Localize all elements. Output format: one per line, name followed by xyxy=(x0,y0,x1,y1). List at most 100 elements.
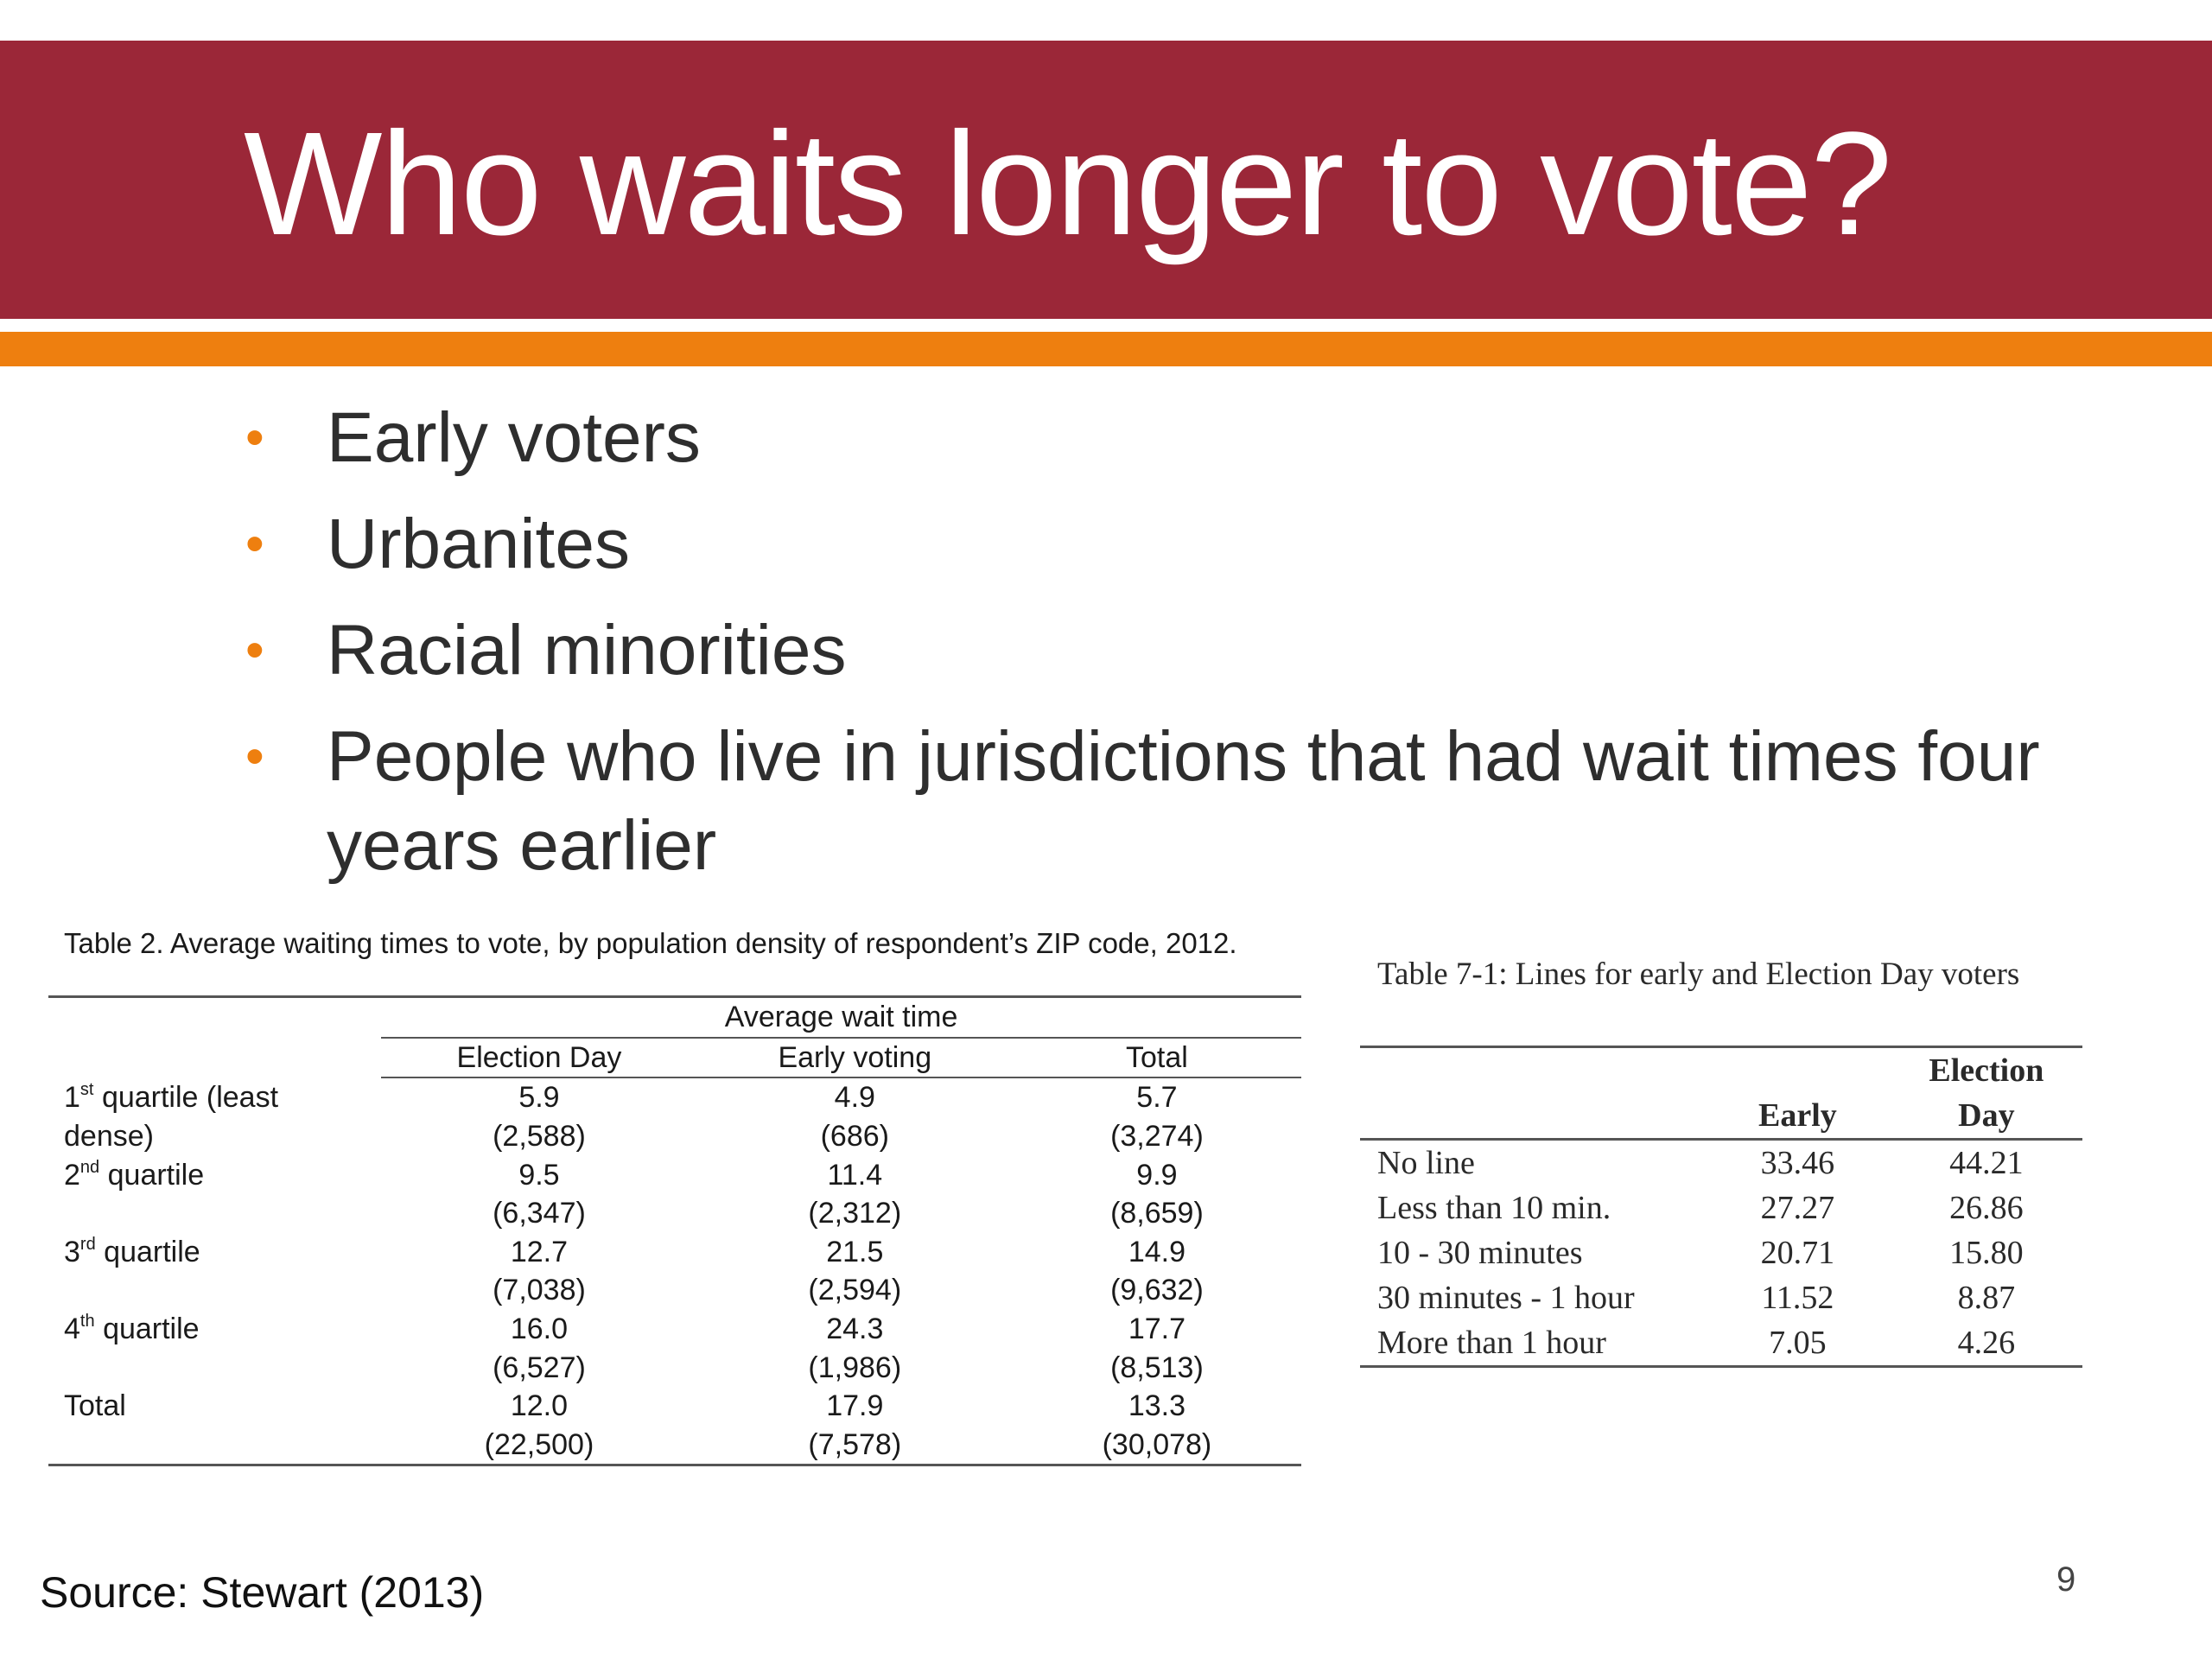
row-label-text: quartile xyxy=(107,1158,205,1192)
table2-row-label-cont xyxy=(48,1348,381,1387)
table7-col-header: Early xyxy=(1705,1093,1891,1141)
table-cell-early: 11.52 xyxy=(1761,1280,1834,1316)
slide-title: Who waits longer to vote? xyxy=(244,102,1892,266)
table-cell-count: (1,986) xyxy=(808,1351,902,1384)
table2-row-label-cont xyxy=(48,1194,381,1233)
table-cell-count: (8,659) xyxy=(1110,1197,1204,1230)
table-cell-value: 16.0 xyxy=(510,1313,569,1346)
row-ordinal: 3 xyxy=(64,1235,80,1268)
table-cell-count: (6,527) xyxy=(493,1351,586,1384)
table-cell-count: (9,632) xyxy=(1110,1274,1204,1307)
table-cell-value: 9.9 xyxy=(1136,1158,1178,1192)
table-cell-value: 5.9 xyxy=(518,1081,560,1115)
table-cell-count: (7,578) xyxy=(696,1425,1013,1467)
table2-col-header: Early voting xyxy=(696,1037,1013,1079)
bullet-text: Early voters xyxy=(327,398,701,477)
table-row: Less than 10 min. 27.27 26.86 xyxy=(1360,1185,2082,1230)
table-cell-count: (7,038) xyxy=(493,1274,586,1307)
table-cell-value: 17.9 xyxy=(826,1389,884,1423)
table2-col-header: Election Day xyxy=(381,1037,697,1079)
bullet-item: • Early voters xyxy=(233,393,2048,482)
table-cell-count: (8,513) xyxy=(1110,1351,1204,1384)
table-cell-election-day: 15.80 xyxy=(1949,1235,2024,1271)
row-ordinal-suffix: rd xyxy=(79,1234,96,1254)
table2-row-label: 3rd quartile xyxy=(48,1233,381,1272)
bullet-item: • Racial minorities xyxy=(233,606,2048,695)
table-cell-value: 5.7 xyxy=(1136,1081,1178,1115)
table-cell-value: 24.3 xyxy=(826,1313,884,1346)
table-row: (7,038) (2,594) (9,632) xyxy=(48,1271,1301,1310)
table-cell-value: 12.0 xyxy=(510,1389,569,1423)
table-row: 30 minutes - 1 hour 11.52 8.87 xyxy=(1360,1275,2082,1320)
table7-row-label: No line xyxy=(1377,1145,1475,1181)
table-cell-count: (686) xyxy=(820,1120,889,1154)
table7-row-label: Less than 10 min. xyxy=(1377,1190,1611,1226)
table7-row-label: 30 minutes - 1 hour xyxy=(1377,1280,1635,1316)
bullet-item: • Urbanites xyxy=(233,499,2048,588)
row-ordinal: 2 xyxy=(64,1158,80,1192)
table-row: (22,500) (7,578) (30,078) xyxy=(48,1425,1301,1467)
row-label-text: Total xyxy=(64,1389,126,1423)
bullet-text: Urbanites xyxy=(327,505,630,583)
bullet-text: Racial minorities xyxy=(327,611,847,690)
table2-body: 1st quartile (least 5.9 4.9 5.7 dense) (2,588… xyxy=(48,1077,1301,1467)
table2-caption: Table 2. Average waiting times to vote, … xyxy=(64,927,1237,959)
bullet-dot-icon: • xyxy=(245,408,264,467)
page-number: 9 xyxy=(2056,1560,2076,1599)
table-cell-early: 7.05 xyxy=(1705,1320,1891,1368)
table7-header-row: Election xyxy=(1360,1046,2082,1093)
table7: Election Early Day No line 33.46 44.21 Less… xyxy=(1360,1046,2082,1368)
table-row: (6,527) (1,986) (8,513) xyxy=(48,1348,1301,1387)
table-cell-value: 21.5 xyxy=(826,1235,884,1268)
table2-row-label-cont: dense) xyxy=(64,1120,154,1154)
table-row: 10 - 30 minutes 20.71 15.80 xyxy=(1360,1230,2082,1275)
table7-col-header: Election xyxy=(1890,1046,2082,1093)
table-cell-early: 20.71 xyxy=(1760,1235,1835,1271)
table7-col-header: Day xyxy=(1890,1093,2082,1141)
table2: Average wait time Election Day Early vot… xyxy=(48,995,1301,1467)
row-label-text: quartile xyxy=(104,1235,200,1268)
bullet-item: • People who live in jurisdictions that … xyxy=(233,712,2048,890)
table7-header-row: Early Day xyxy=(1360,1093,2082,1141)
table-row: 4th quartile 16.0 24.3 17.7 xyxy=(48,1310,1301,1349)
table7-body: No line 33.46 44.21 Less than 10 min. 27.27 2… xyxy=(1360,1140,2082,1368)
table-cell-value: 9.5 xyxy=(518,1158,560,1192)
table2-row-label: Total xyxy=(48,1387,381,1426)
table-cell-value: 14.9 xyxy=(1128,1235,1186,1268)
table2-row-label: 1st quartile (least xyxy=(48,1077,381,1117)
table-cell-count: (3,274) xyxy=(1110,1120,1204,1154)
title-banner xyxy=(0,41,2212,319)
table7-caption: Table 7-1: Lines for early and Election … xyxy=(1377,957,2020,992)
table7-col-header xyxy=(1705,1046,1891,1093)
table-cell-count: (22,500) xyxy=(381,1425,697,1467)
table2-group-header: Average wait time xyxy=(381,995,1301,1039)
table2-header-row: Election Day Early voting Total xyxy=(48,1037,1301,1079)
table-cell-count: (6,347) xyxy=(493,1197,586,1230)
row-ordinal: 1 xyxy=(64,1080,80,1114)
accent-stripe xyxy=(0,332,2212,366)
table2-row-label-cont xyxy=(48,1271,381,1310)
table-cell-value: 13.3 xyxy=(1128,1389,1186,1423)
table-cell-count: (2,588) xyxy=(493,1120,586,1154)
table-cell-value: 11.4 xyxy=(827,1158,883,1192)
table2-row-label-cont xyxy=(48,1425,382,1467)
table-row: No line 33.46 44.21 xyxy=(1360,1140,2082,1186)
table-row: More than 1 hour 7.05 4.26 xyxy=(1360,1320,2082,1368)
table-cell-election-day: 8.87 xyxy=(1957,1280,2016,1316)
row-label-text: quartile xyxy=(103,1313,200,1346)
table-row: dense) (2,588) (686) (3,274) xyxy=(48,1117,1301,1156)
bullet-dot-icon: • xyxy=(245,620,264,680)
row-ordinal: 4 xyxy=(64,1313,80,1346)
table2-group-row: Average wait time xyxy=(48,995,1301,1039)
table-cell-election-day: 26.86 xyxy=(1949,1190,2024,1226)
row-label-text: quartile (least xyxy=(101,1080,279,1114)
bullet-dot-icon: • xyxy=(245,514,264,574)
table-cell-early: 33.46 xyxy=(1760,1145,1835,1181)
table-row: (6,347) (2,312) (8,659) xyxy=(48,1194,1301,1233)
row-ordinal-suffix: nd xyxy=(79,1157,100,1177)
table-cell-value: 17.7 xyxy=(1128,1313,1186,1346)
table-row: 2nd quartile 9.5 11.4 9.9 xyxy=(48,1155,1301,1194)
table-row: Total 12.0 17.9 13.3 xyxy=(48,1387,1301,1426)
bullet-text: People who live in jurisdictions that ha… xyxy=(327,717,2040,885)
table-row: 3rd quartile 12.7 21.5 14.9 xyxy=(48,1233,1301,1272)
